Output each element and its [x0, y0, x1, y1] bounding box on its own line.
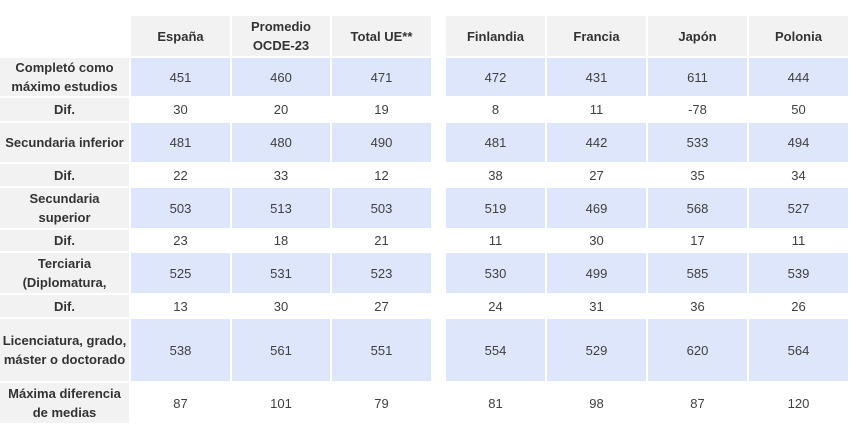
table-cell: 469	[547, 188, 646, 228]
table-cell: 17	[690, 233, 705, 248]
row-label: Dif.	[0, 164, 129, 186]
table-cell: 585	[648, 253, 747, 293]
table-cell: 19	[374, 102, 389, 117]
table-cell: 503	[131, 188, 230, 228]
table-cell: 79	[374, 395, 389, 411]
table-cell: 519	[446, 188, 545, 228]
table-cell: 620	[648, 319, 747, 381]
table-cell: 120	[787, 395, 810, 411]
table-cell: 481	[446, 123, 545, 162]
row-label: Secundaria inferior	[0, 123, 129, 162]
table-cell: 26	[791, 298, 806, 314]
table-cell: 11	[488, 233, 503, 248]
table-cell: 551	[332, 319, 431, 381]
table-cell: 12	[374, 167, 389, 183]
table-cell: 50	[791, 102, 806, 117]
table-cell: 30	[589, 233, 604, 248]
table-cell: 513	[232, 188, 330, 228]
table-cell: 36	[690, 298, 705, 314]
table-cell: 481	[131, 123, 230, 162]
table-cell: 30	[173, 102, 188, 117]
table-cell: 11	[589, 102, 604, 117]
table-cell: 561	[232, 319, 330, 381]
table-cell: 27	[589, 167, 604, 183]
table-cell: 87	[690, 395, 705, 411]
table-cell: 35	[690, 167, 705, 183]
table-cell: 13	[173, 298, 188, 314]
table-cell: 564	[749, 319, 848, 381]
column-header: Francia	[547, 16, 646, 56]
table-cell: 568	[648, 188, 747, 228]
row-label: Terciaria (Diplomatura,	[0, 253, 129, 293]
table-cell: 11	[791, 233, 806, 248]
table-cell: 87	[173, 395, 188, 411]
table-cell: 451	[131, 58, 230, 96]
table-cell: 529	[547, 319, 646, 381]
table-cell: 101	[270, 395, 292, 411]
table-cell: 472	[446, 58, 545, 96]
table-cell: 530	[446, 253, 545, 293]
table-cell: 471	[332, 58, 431, 96]
column-header: Promedio OCDE-23	[232, 16, 330, 56]
table-cell: 81	[488, 395, 503, 411]
table-cell: 31	[589, 298, 604, 314]
table-cell: 527	[749, 188, 848, 228]
table-cell: 431	[547, 58, 646, 96]
table-cell: 525	[131, 253, 230, 293]
table-cell: 98	[589, 395, 604, 411]
table-cell: 8	[491, 102, 500, 117]
table-cell: 442	[547, 123, 646, 162]
table-cell: 38	[488, 167, 503, 183]
row-label: Secundaria superior	[0, 188, 129, 228]
table-cell: 523	[332, 253, 431, 293]
row-label: Licenciatura, grado, máster o doctorado	[0, 319, 129, 381]
table-cell: 533	[648, 123, 747, 162]
table-cell: 480	[232, 123, 330, 162]
table-cell: 538	[131, 319, 230, 381]
table-cell: 18	[273, 233, 289, 248]
column-header: España	[131, 16, 230, 56]
table-cell: 494	[749, 123, 848, 162]
table-cell: 22	[173, 167, 188, 183]
row-label: Dif.	[0, 230, 129, 251]
table-cell: 34	[791, 167, 806, 183]
table-cell: 460	[232, 58, 330, 96]
row-label: Dif.	[0, 295, 129, 317]
table-cell: 21	[374, 233, 389, 248]
row-label: Máxima diferencia de medias	[0, 383, 129, 423]
table-cell: 490	[332, 123, 431, 162]
column-header: Polonia	[749, 16, 848, 56]
table-cell: 531	[232, 253, 330, 293]
table-cell: 30	[273, 298, 289, 314]
table-cell: 20	[273, 102, 289, 117]
table-cell: 503	[332, 188, 431, 228]
table-cell: 444	[749, 58, 848, 96]
table-cell: -78	[688, 102, 707, 117]
row-label: Completó como máximo estudios	[0, 58, 129, 96]
column-header: Japón	[648, 16, 747, 56]
table-cell: 554	[446, 319, 545, 381]
table-cell: 33	[273, 167, 289, 183]
column-header: Total UE**	[332, 16, 431, 56]
row-label: Dif.	[0, 98, 129, 121]
table-cell: 27	[374, 298, 389, 314]
column-header: Finlandia	[446, 16, 545, 56]
table-cell: 499	[547, 253, 646, 293]
table-cell: 23	[173, 233, 188, 248]
table-cell: 611	[648, 58, 747, 96]
table-cell: 24	[488, 298, 503, 314]
table-cell: 539	[749, 253, 848, 293]
